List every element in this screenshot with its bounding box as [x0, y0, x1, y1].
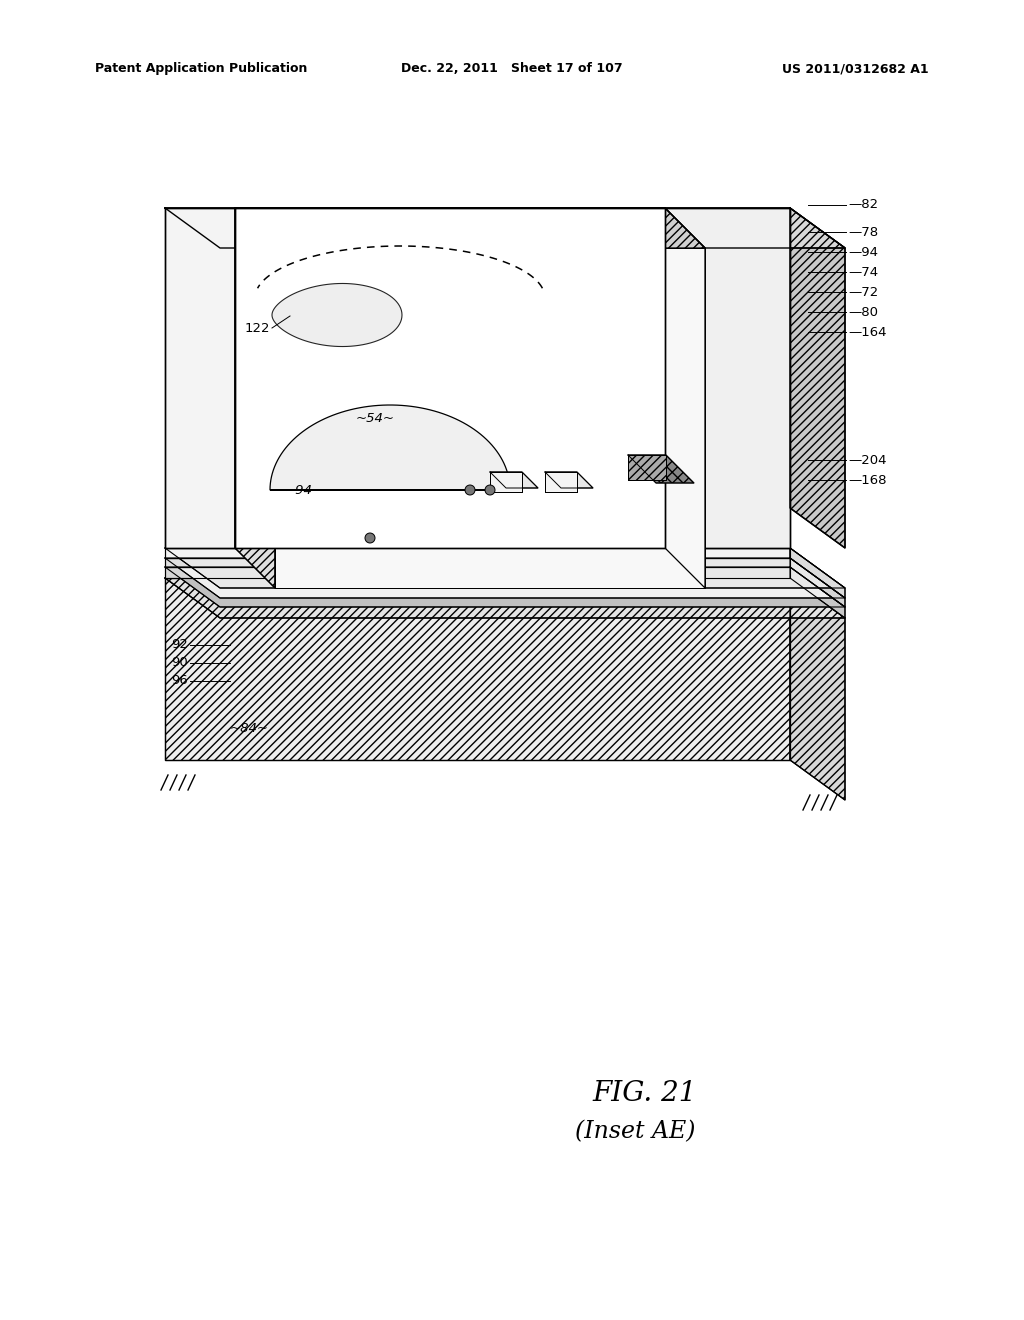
Polygon shape [272, 284, 402, 347]
Polygon shape [665, 209, 705, 587]
Text: —78: —78 [848, 226, 879, 239]
Text: —94: —94 [848, 246, 878, 259]
Circle shape [465, 484, 475, 495]
Polygon shape [270, 405, 510, 490]
Text: —168: —168 [848, 474, 887, 487]
Text: 96: 96 [171, 675, 188, 688]
Polygon shape [165, 209, 845, 248]
Polygon shape [790, 558, 845, 607]
Text: —80: —80 [848, 305, 878, 318]
Polygon shape [490, 473, 538, 488]
Polygon shape [165, 558, 845, 598]
Text: —204: —204 [848, 454, 887, 466]
Polygon shape [790, 209, 845, 548]
Text: ~94: ~94 [284, 483, 312, 496]
Text: 92: 92 [171, 639, 188, 652]
Polygon shape [790, 568, 845, 618]
Polygon shape [165, 548, 845, 587]
Polygon shape [165, 568, 845, 607]
Polygon shape [234, 209, 665, 548]
Polygon shape [275, 248, 705, 587]
Text: ~54~: ~54~ [355, 412, 394, 425]
Polygon shape [790, 548, 845, 598]
Text: Patent Application Publication: Patent Application Publication [95, 62, 307, 75]
Text: —74: —74 [848, 265, 879, 279]
Text: —164: —164 [848, 326, 887, 338]
Circle shape [365, 533, 375, 543]
Polygon shape [165, 578, 845, 618]
Text: FIG. 21: FIG. 21 [593, 1080, 697, 1107]
Polygon shape [665, 209, 790, 548]
Polygon shape [165, 578, 790, 760]
Polygon shape [545, 473, 577, 492]
Polygon shape [490, 473, 522, 492]
Text: Dec. 22, 2011   Sheet 17 of 107: Dec. 22, 2011 Sheet 17 of 107 [401, 62, 623, 75]
Polygon shape [790, 578, 845, 800]
Polygon shape [165, 568, 790, 578]
Polygon shape [234, 209, 275, 587]
Polygon shape [165, 209, 234, 548]
Circle shape [485, 484, 495, 495]
Polygon shape [234, 209, 705, 248]
Polygon shape [545, 473, 593, 488]
Text: 90: 90 [171, 656, 188, 669]
Polygon shape [628, 455, 694, 483]
Polygon shape [165, 558, 790, 568]
Text: US 2011/0312682 A1: US 2011/0312682 A1 [782, 62, 929, 75]
Text: ~84~: ~84~ [230, 722, 269, 734]
Text: (Inset AE): (Inset AE) [574, 1119, 695, 1143]
Text: —72: —72 [848, 285, 879, 298]
Text: 122: 122 [245, 322, 270, 334]
Text: —82: —82 [848, 198, 879, 211]
Polygon shape [165, 548, 790, 558]
Polygon shape [628, 455, 666, 480]
